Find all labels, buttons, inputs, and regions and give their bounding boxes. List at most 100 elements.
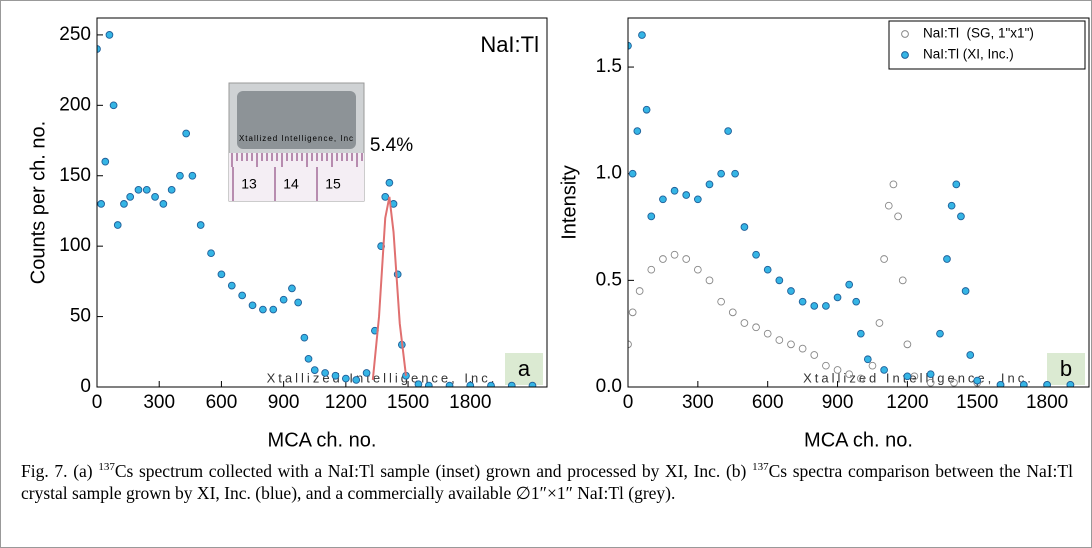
data-point [670,186,679,195]
x-tick-label: 1500 [956,392,998,413]
data-point [936,329,944,338]
chart: a Xtallized Intelligence, Inc. 0 300 600 900 1… [27,17,548,451]
y-tick-label: 0.5 [596,269,622,290]
legend-label: NaI:Tl (XI, Inc.) [923,47,1014,62]
data-point [466,381,475,387]
data-point [728,308,737,317]
x-tick-label: 0 [92,392,103,413]
data-point [528,381,537,387]
data-point [248,301,257,310]
y-axis-label: Counts per ch. no. [27,121,49,284]
data-point [227,281,236,290]
panel-label-bg [505,353,543,385]
y-tick-label: 200 [59,94,91,115]
data-point [724,127,732,135]
charts: a Xtallized Intelligence, Inc. 0 300 600 900 1… [27,17,1090,451]
legend-label: NaI:Tl (SG, 1"x1") [923,26,1034,41]
data-point [952,180,961,189]
data-point [717,297,725,306]
data-point [670,250,679,259]
data-point [717,169,725,178]
data-point [947,201,956,210]
data-point [279,295,288,304]
data-point [294,298,303,307]
data-point [705,180,714,189]
data-point [740,223,749,231]
y-tick-label: 250 [59,24,91,45]
data-point [731,169,739,178]
data-point [134,185,143,194]
data-point [638,31,646,39]
data-point [1043,381,1051,387]
data-point [775,336,784,344]
data-point [833,293,842,302]
data-point [752,250,760,259]
data-point [635,287,644,295]
x-tick-label: 300 [143,392,175,413]
data-point [352,376,361,384]
data-point [943,255,951,263]
plot-frame [627,17,1090,388]
data-point [385,178,394,187]
data-point [903,340,912,349]
data-point [507,381,516,387]
data-point [304,354,313,363]
data-point [109,101,118,110]
caption-text: Fig. 7. (a) [21,460,99,481]
x-tick-label: 900 [268,392,300,413]
data-point [763,265,772,274]
data-point [445,381,454,387]
x-tick-label: 900 [822,392,854,413]
plot-area [628,31,1075,387]
data-point [269,305,278,314]
ruler-label: 13 [241,176,257,192]
data-point [300,333,309,342]
ruler-label: 15 [325,176,341,192]
data-point [822,361,830,370]
data-point [659,255,667,263]
data-point [647,212,656,221]
watermark: Xtallized Intelligence, Inc. [267,370,498,385]
data-point [628,308,637,317]
data-point [196,221,205,229]
y-tick-label: 150 [59,165,91,186]
data-point [682,191,691,199]
x-axis-label: MCA ch. no. [268,429,377,451]
data-point [182,129,191,138]
y-tick-label: 0.0 [596,376,622,397]
panel-label-bg [1047,353,1085,385]
data-point [845,280,854,289]
data-point [775,276,784,285]
data-point [787,340,795,349]
data-point [889,180,898,189]
data-point [1019,381,1028,387]
data-point [659,195,667,204]
y-axis-label: Intensity [558,165,580,239]
data-point [126,193,135,201]
data-point [142,185,151,194]
y-tick-label: 50 [70,306,91,327]
data-point [966,351,975,359]
inset-crystal [237,91,356,149]
data-point [693,265,702,274]
data-point [167,185,176,194]
data-point [362,369,371,377]
data-point [310,366,319,374]
data-point [894,212,902,221]
data-point [159,200,168,208]
data-point [633,127,642,135]
data-point [740,319,749,327]
data-point [682,255,691,263]
data-point [950,378,958,387]
data-point [798,297,807,306]
data-point [424,381,433,387]
x-axis-label: MCA ch. no. [804,429,913,451]
data-point [787,287,795,295]
data-point [926,370,935,379]
plot-frame [96,17,548,388]
caption-text: Cs spectrum collected with a NaI:Tl samp… [114,460,753,481]
x-tick-label: 1500 [387,392,429,413]
x-tick-label: 600 [206,392,238,413]
data-point [880,366,888,374]
